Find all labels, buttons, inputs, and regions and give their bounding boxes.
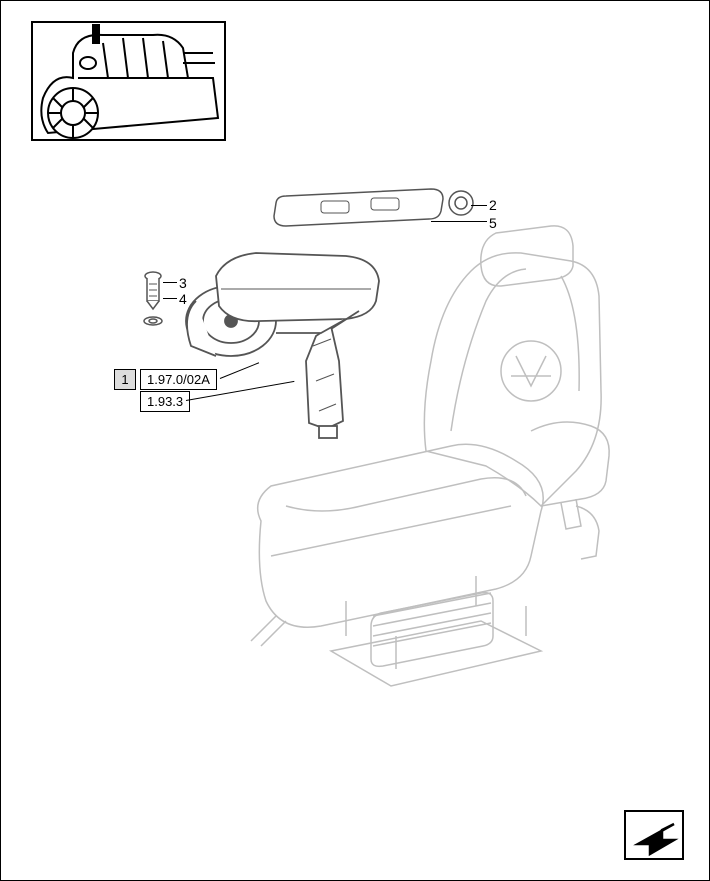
leader-5 — [431, 221, 487, 222]
exploded-view — [121, 161, 641, 711]
callout-3: 3 — [179, 275, 187, 291]
leader-2 — [471, 205, 487, 206]
thumbnail-tractor — [31, 21, 226, 141]
callout-1-box: 1 — [114, 369, 136, 390]
callout-5: 5 — [489, 215, 497, 231]
callout-1: 1 — [121, 372, 128, 387]
leader-3 — [163, 282, 177, 283]
ref-box-1: 1.97.0/02A — [140, 369, 217, 390]
ref-2: 1.93.3 — [147, 394, 183, 409]
ref-1: 1.97.0/02A — [147, 372, 210, 387]
nav-icon[interactable] — [624, 810, 684, 860]
ref-box-2: 1.93.3 — [140, 391, 190, 412]
callout-2: 2 — [489, 197, 497, 213]
callout-4: 4 — [179, 291, 187, 307]
leader-4 — [163, 298, 177, 299]
